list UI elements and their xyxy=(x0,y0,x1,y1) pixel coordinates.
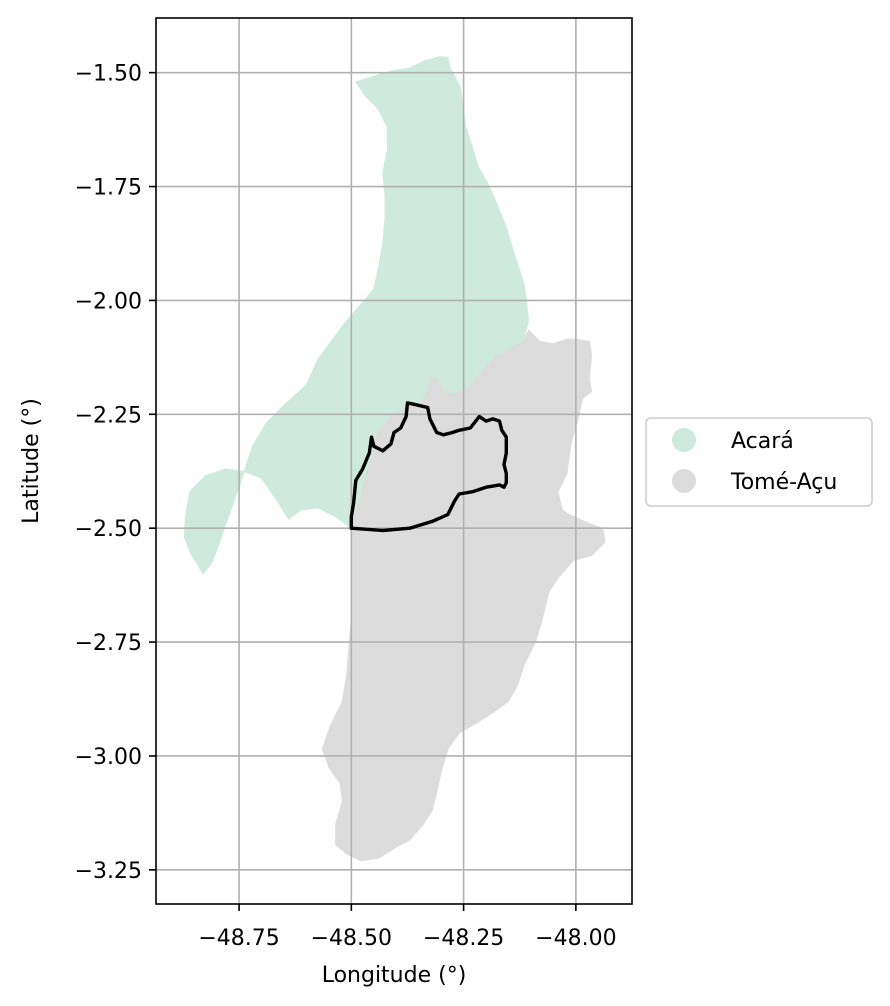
y-tick-label: −2.75 xyxy=(75,631,142,656)
y-tick-label: −1.50 xyxy=(75,62,142,87)
x-tick-label: −48.25 xyxy=(423,926,504,951)
y-tick-label: −2.25 xyxy=(75,403,142,428)
plot-frame xyxy=(155,17,633,905)
x-axis-label: Longitude (°) xyxy=(322,963,467,988)
y-tick-label: −1.75 xyxy=(75,176,142,201)
regions-layer xyxy=(183,56,606,862)
x-tick-label: −48.50 xyxy=(311,926,392,951)
y-tick-label: −2.50 xyxy=(75,517,142,542)
y-tick-label: −2.00 xyxy=(75,289,142,314)
y-tick-label: −3.00 xyxy=(75,745,142,770)
x-tick-label: −48.75 xyxy=(198,926,279,951)
legend-swatch xyxy=(672,428,696,452)
y-axis-label: Latitude (°) xyxy=(19,398,44,524)
legend: Acará Tomé-Açu xyxy=(645,417,873,507)
y-tick-label: −3.25 xyxy=(75,859,142,884)
legend-label: Tomé-Açu xyxy=(730,470,837,495)
outline-layer xyxy=(349,401,508,533)
legend-label: Acará xyxy=(731,429,794,454)
x-tick-label: −48.00 xyxy=(535,926,616,951)
municipality-outline xyxy=(349,401,508,533)
legend-swatch xyxy=(672,469,696,493)
ticks-layer: −48.75 −48.50 −48.25 −48.00 −1.50 −1.75 −2.00 −… xyxy=(75,62,617,951)
legend-frame xyxy=(645,417,873,507)
